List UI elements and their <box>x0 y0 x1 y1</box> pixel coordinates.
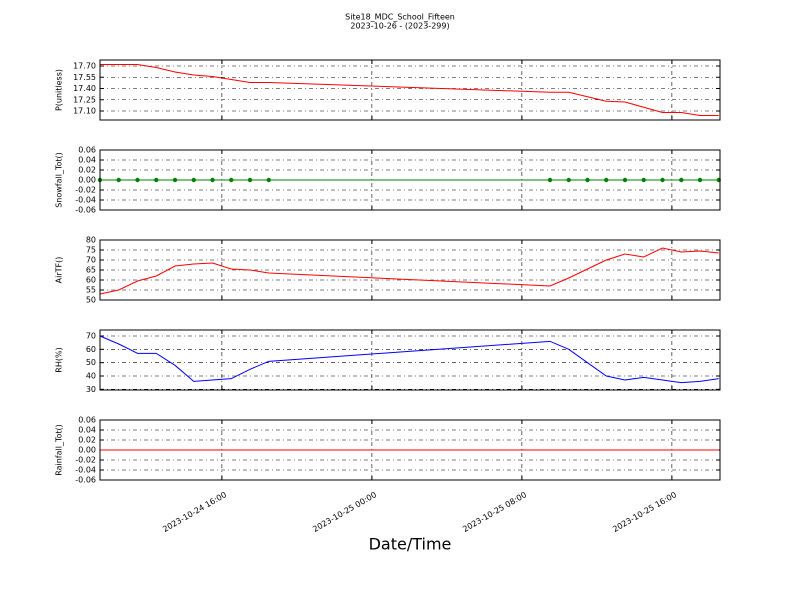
y-tick-label: 30 <box>86 385 96 394</box>
y-tick-label: -0.04 <box>75 196 96 205</box>
y-tick-label: 50 <box>86 296 96 305</box>
y-tick-label: 70 <box>86 256 96 265</box>
y-tick-label: 0.00 <box>78 446 96 455</box>
data-point <box>247 177 253 183</box>
data-point <box>116 177 121 183</box>
y-tick-label: 17.55 <box>73 73 96 82</box>
y-tick-label: 80 <box>86 236 96 245</box>
y-tick-label: 0.00 <box>78 176 96 185</box>
data-point <box>660 177 665 183</box>
y-axis-label: P(unitless) <box>55 69 64 111</box>
chart-title: Site18_MDC_School_Fifteen <box>345 13 455 22</box>
data-point <box>172 177 178 183</box>
y-axis-label: Rainfall_Tot() <box>55 424 64 476</box>
y-tick-label: 17.25 <box>73 95 96 104</box>
y-tick-label: 0.06 <box>78 416 96 425</box>
y-tick-label: 60 <box>86 345 96 354</box>
y-axis-label: RH(%) <box>55 347 64 372</box>
y-axis-label: Snowfall_Tot() <box>55 152 64 208</box>
chart-subtitle: 2023-10-26 - (2023-299) <box>350 22 449 31</box>
plot-frame <box>99 329 721 391</box>
y-tick-label: -0.02 <box>75 186 96 195</box>
data-point <box>697 177 703 183</box>
y-tick-label: 65 <box>86 266 96 275</box>
data-point <box>641 177 646 183</box>
y-tick-label: 0.02 <box>78 436 96 445</box>
y-tick-label: -0.06 <box>75 476 96 485</box>
plot-frame <box>99 149 721 211</box>
y-tick-label: 70 <box>86 332 96 341</box>
y-tick-label: 17.70 <box>73 62 96 71</box>
plot-frame <box>99 239 721 301</box>
y-tick-label: 0.04 <box>78 156 96 165</box>
x-axis-label: Date/Time <box>369 535 452 554</box>
plot-frame <box>99 419 721 481</box>
data-point <box>585 177 590 183</box>
data-line <box>99 335 719 384</box>
y-tick-label: 50 <box>86 358 96 367</box>
y-tick-label: 40 <box>86 372 96 381</box>
y-tick-label: 0.02 <box>78 166 96 175</box>
plot-frame <box>99 59 721 121</box>
y-tick-label: 60 <box>86 276 96 285</box>
y-tick-label: -0.04 <box>75 466 96 475</box>
y-tick-label: 75 <box>86 246 96 255</box>
y-tick-label: -0.06 <box>75 206 96 215</box>
data-point <box>622 177 628 183</box>
data-line <box>100 64 719 116</box>
data-point <box>154 177 159 183</box>
y-tick-label: 55 <box>86 286 96 295</box>
y-tick-label: -0.02 <box>75 456 96 465</box>
y-tick-label: 0.04 <box>78 426 96 435</box>
y-tick-label: 17.40 <box>73 84 96 93</box>
y-tick-label: 0.06 <box>78 146 96 155</box>
data-point <box>229 177 234 183</box>
data-point <box>679 177 684 183</box>
y-tick-label: 17.10 <box>73 107 96 116</box>
data-line <box>99 247 719 295</box>
data-point <box>604 177 609 183</box>
data-point <box>266 177 271 183</box>
data-point <box>210 177 215 183</box>
data-point <box>566 177 571 183</box>
data-point <box>191 177 196 183</box>
y-axis-label: AirTF() <box>55 257 64 284</box>
data-point <box>547 177 553 183</box>
data-point <box>135 177 140 183</box>
